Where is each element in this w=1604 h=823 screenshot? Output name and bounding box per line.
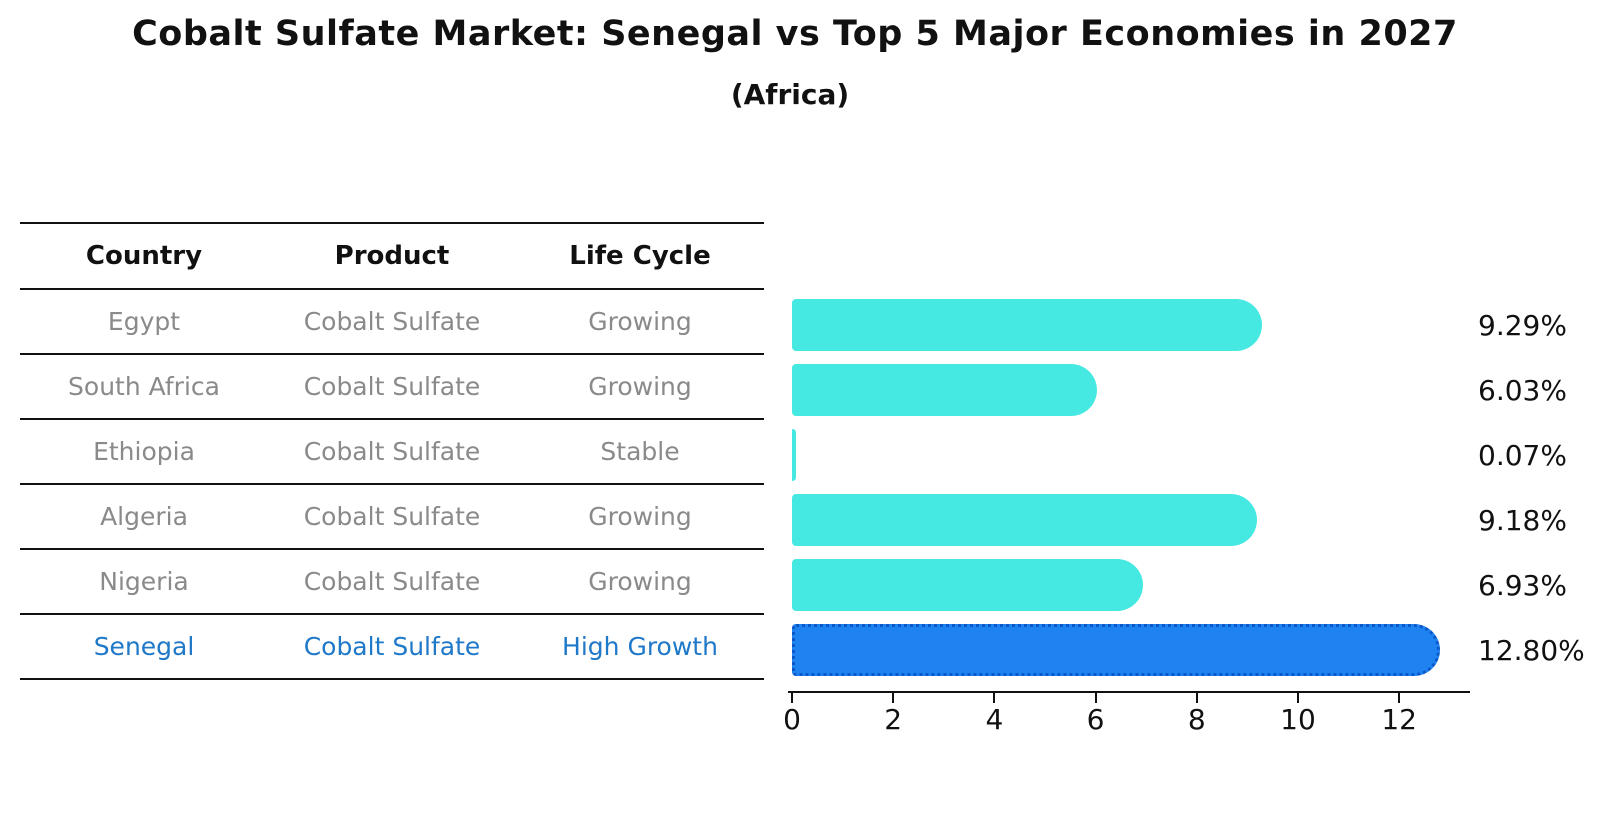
x-tick-label: 2 <box>884 703 903 736</box>
table-row: South Africa Cobalt Sulfate Growing <box>20 355 764 420</box>
x-tick-label: 10 <box>1280 703 1316 736</box>
country-table: Country Product Life Cycle Egypt Cobalt … <box>20 222 764 680</box>
bar-nigeria <box>792 559 1143 611</box>
value-label: 0.07% <box>1478 439 1567 472</box>
value-label: 6.03% <box>1478 374 1567 407</box>
x-tick-mark <box>993 693 996 703</box>
cell-country: South Africa <box>68 372 220 401</box>
cell-country: Egypt <box>107 307 181 336</box>
cell-product: Cobalt Sulfate <box>303 437 481 466</box>
table-row: Nigeria Cobalt Sulfate Growing <box>20 550 764 615</box>
table-header-row: Country Product Life Cycle <box>20 224 764 290</box>
x-axis-line <box>788 691 1470 693</box>
cell-product: Cobalt Sulfate <box>303 307 481 336</box>
bar-egypt <box>792 299 1262 351</box>
x-tick-mark <box>1094 693 1097 703</box>
value-label: 9.18% <box>1478 504 1567 537</box>
bar-band <box>792 293 1472 358</box>
column-header-country: Country <box>85 241 203 271</box>
value-label: 12.80% <box>1478 634 1585 667</box>
x-tick-mark <box>1297 693 1299 703</box>
column-header-product: Product <box>334 241 450 271</box>
bar-band <box>792 358 1472 423</box>
bar-band <box>792 618 1472 683</box>
table-row: Egypt Cobalt Sulfate Growing <box>20 290 764 355</box>
cell-life-cycle: Stable <box>600 437 680 466</box>
value-label: 9.29% <box>1478 309 1567 342</box>
bar-ethiopia <box>792 429 796 481</box>
cell-country: Nigeria <box>99 567 189 596</box>
x-tick-mark <box>892 693 895 703</box>
x-tick-mark <box>791 693 793 703</box>
x-tick-label: 0 <box>783 703 801 736</box>
x-tick-mark <box>1195 693 1198 703</box>
table-row: Algeria Cobalt Sulfate Growing <box>20 485 764 550</box>
x-tick-mark <box>1398 693 1401 703</box>
bar-band <box>792 488 1472 553</box>
cell-life-cycle: Growing <box>588 502 692 531</box>
table-row: Ethiopia Cobalt Sulfate Stable <box>20 420 764 485</box>
chart-subtitle: (Africa) <box>730 78 850 111</box>
bar-chart-area <box>792 293 1472 683</box>
bar-senegal <box>792 624 1440 676</box>
cell-country: Algeria <box>100 502 188 531</box>
cell-life-cycle: Growing <box>588 567 692 596</box>
cell-country: Senegal <box>93 632 195 661</box>
x-tick-label: 6 <box>1086 703 1105 736</box>
column-header-life-cycle: Life Cycle <box>569 241 711 271</box>
x-tick-label: 12 <box>1381 703 1417 736</box>
bar-band <box>792 423 1472 488</box>
x-tick-label: 4 <box>985 703 1004 736</box>
cell-life-cycle: Growing <box>588 372 692 401</box>
value-label: 6.93% <box>1478 569 1567 602</box>
chart-title: Cobalt Sulfate Market: Senegal vs Top 5 … <box>132 14 1458 54</box>
table-row: Senegal Cobalt Sulfate High Growth <box>20 615 764 680</box>
bar-south-africa <box>792 364 1097 416</box>
cell-country: Ethiopia <box>93 437 195 466</box>
cell-product: Cobalt Sulfate <box>303 567 481 596</box>
x-tick-label: 8 <box>1187 703 1206 736</box>
bar-algeria <box>792 494 1257 546</box>
cell-life-cycle: High Growth <box>562 632 718 661</box>
value-label-column: 9.29% 6.03% 0.07% 9.18% 6.93% 12.80% <box>1478 293 1604 683</box>
cell-product: Cobalt Sulfate <box>303 372 481 401</box>
cell-product: Cobalt Sulfate <box>303 502 481 531</box>
cell-product: Cobalt Sulfate <box>303 632 481 661</box>
cell-life-cycle: Growing <box>588 307 692 336</box>
bar-band <box>792 553 1472 618</box>
